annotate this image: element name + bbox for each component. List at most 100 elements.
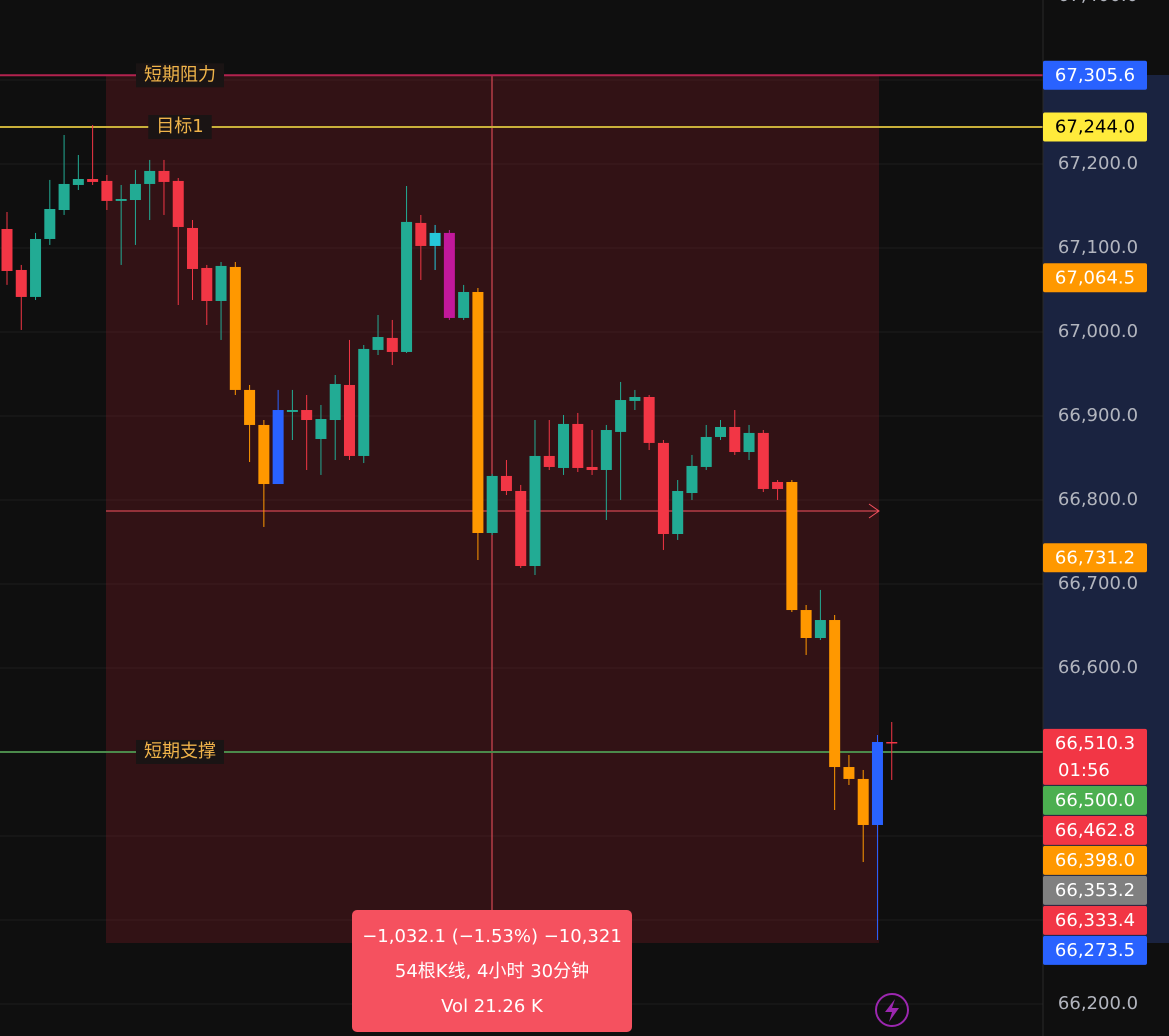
price-badge [1043,905,1147,935]
candle-body [772,482,784,489]
candle-body [44,208,56,239]
level-label: 短期阻力 [144,64,216,85]
candle-body [372,337,384,350]
price-badge-label: 66,353.2 [1055,880,1135,901]
candle-body [558,423,570,468]
price-badge-sub: 01:56 [1058,760,1110,781]
candle-body [500,475,512,491]
alert-button[interactable] [875,993,909,1027]
y-tick-label: 67,200.0 [1058,153,1138,174]
price-badge-label: 67,064.5 [1055,267,1135,288]
price-badge-label: 66,510.3 [1055,733,1135,754]
price-badge [1043,112,1147,142]
y-tick-label: 66,200.0 [1058,993,1138,1014]
candle-body [486,475,498,533]
candle-body [172,180,184,227]
candle-body [857,778,869,825]
candle-body [258,424,270,485]
price-badge [1043,728,1147,785]
measure-tooltip: −1,032.1 (−1.53%) −10,321 54根K线, 4小时 30分钟… [352,910,632,1032]
price-badge [1043,543,1147,573]
candle-body [515,490,527,567]
candle-body [800,610,812,638]
price-badge [1043,875,1147,905]
candle-body [87,179,99,182]
candle-body [229,266,241,390]
y-tick-label: 66,700.0 [1058,573,1138,594]
candle-body [458,291,470,318]
candle-body [144,170,156,184]
price-axis: 66,200.066,300.066,400.066,500.066,600.0… [1042,0,1147,1036]
price-badge [1043,935,1147,965]
price-badge [1043,785,1147,815]
candle-body [743,432,755,453]
candle-body [472,291,484,533]
candle-body [700,436,712,467]
candle-body [686,465,698,494]
candle-body [757,432,769,489]
candle-body [15,269,27,297]
candle-body [315,419,327,439]
candle-body [729,426,741,453]
level-label-bg [136,739,224,764]
tooltip-line: 54根K线, 4小时 30分钟 [395,961,589,982]
alert-icon [885,999,899,1022]
candle-body [215,265,227,301]
candle-body [615,400,627,432]
level-label: 目标1 [156,116,203,137]
y-tick-label: 67,100.0 [1058,237,1138,258]
price-badge [1043,60,1147,90]
candle-body [886,741,898,744]
price-badge [1043,263,1147,293]
candle-body [129,183,141,201]
candle-body [629,396,641,401]
candle-body [30,238,42,297]
candle-body [286,410,298,412]
candle-body [1,228,13,271]
candle-body [657,442,669,535]
y-tick-label: 66,800.0 [1058,489,1138,510]
price-badge-label: 66,398.0 [1055,850,1135,871]
candle-body [158,170,170,182]
price-badge-label: 66,273.5 [1055,940,1135,961]
candle-body [244,389,256,425]
measure-arrow-head [868,503,880,519]
candle-body [814,620,826,638]
candles [1,124,898,940]
candle-body [358,348,370,456]
candle-body [715,426,726,437]
price-badge-label: 66,462.8 [1055,820,1135,841]
candle-body [272,410,284,485]
candle-body [187,227,199,269]
candle-body [572,423,584,468]
candle-body [115,199,127,201]
candle-body [329,383,341,421]
tooltip-line: Vol 21.26 K [441,996,544,1017]
level-label: 短期支撑 [144,741,216,762]
price-badge-label: 66,333.4 [1055,910,1135,931]
candle-body [643,396,655,443]
candle-body [786,482,798,611]
price-badge [1043,815,1147,845]
y-tick-label: 67,400.0 [1058,0,1138,6]
candle-body [72,179,84,185]
tooltip-box [352,910,632,1032]
candle-body [58,183,70,211]
price-badge-label: 67,244.0 [1055,117,1135,138]
candle-body [843,767,855,779]
candle-body [401,221,413,352]
candle-body [443,232,455,318]
price-badge [1043,845,1147,875]
candle-body [829,620,841,768]
candle-body [429,232,441,246]
price-badge-label: 67,305.6 [1055,65,1135,86]
candle-body [871,741,883,825]
y-tick-label: 66,600.0 [1058,657,1138,678]
candle-body [301,410,313,421]
price-badge-label: 66,731.2 [1055,547,1135,568]
level-label-bg [148,115,212,140]
y-tick-label: 66,900.0 [1058,405,1138,426]
